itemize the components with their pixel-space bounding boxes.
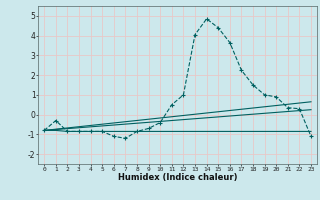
X-axis label: Humidex (Indice chaleur): Humidex (Indice chaleur) <box>118 173 237 182</box>
